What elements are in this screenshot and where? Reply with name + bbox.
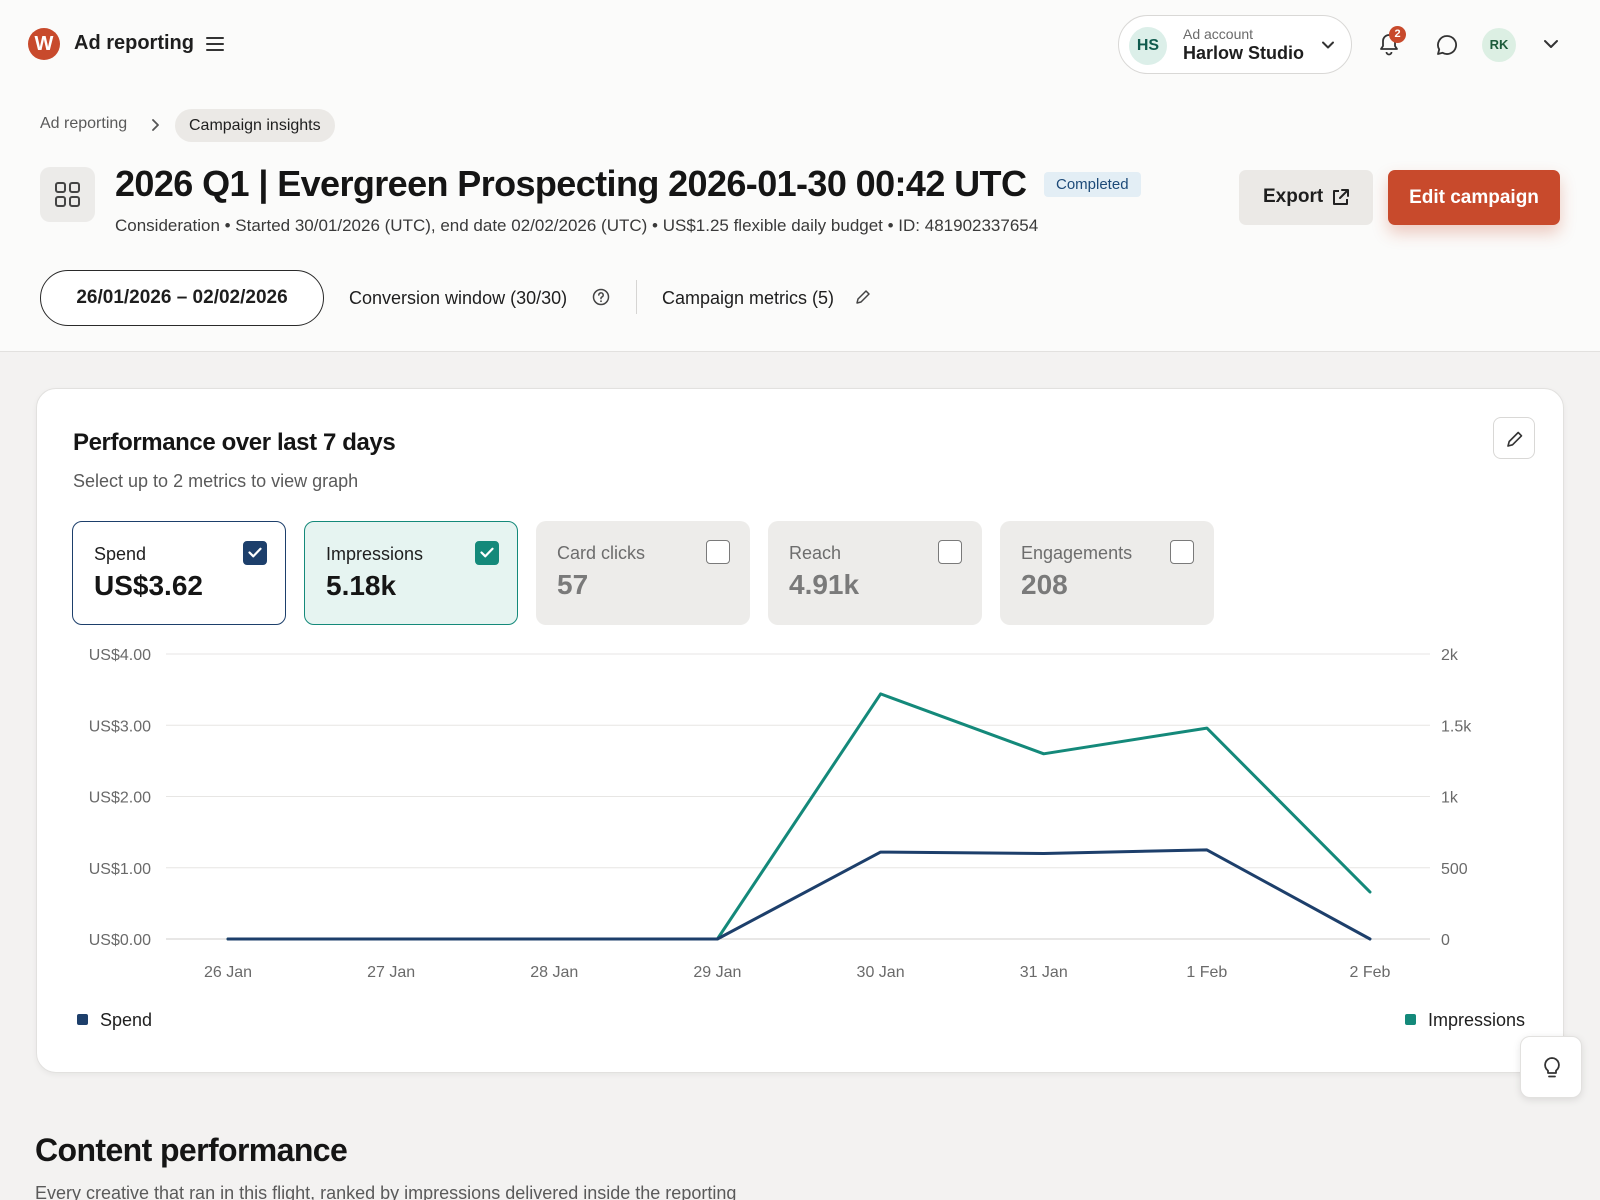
legend-impressions: Impressions <box>1405 1010 1525 1031</box>
y-right-tick-label: 500 <box>1441 861 1468 878</box>
series-line-spend <box>226 848 1372 941</box>
y-right-tick-label: 1k <box>1441 790 1459 807</box>
metric-tile-spend[interactable]: Spend US$3.62 <box>72 521 286 625</box>
campaign-type-tile <box>40 167 95 222</box>
date-range-picker[interactable]: 26/01/2026 – 02/02/2026 <box>40 270 324 326</box>
app-logo[interactable]: W <box>28 28 60 60</box>
legend-swatch-spend <box>77 1014 88 1025</box>
performance-line-chart: US$0.00 0 US$1.00 500 US$2.00 1k US$3.00 1.5k US… <box>89 647 1473 981</box>
metric-checkbox[interactable] <box>706 540 730 564</box>
x-tick-label: 2 Feb <box>1350 964 1391 981</box>
export-button-label: Export <box>1263 186 1324 207</box>
metric-checkbox[interactable] <box>938 540 962 564</box>
pencil-icon[interactable] <box>855 289 871 305</box>
performance-card: Performance over last 7 days Select up t… <box>36 388 1564 1073</box>
y-left-tick-label: US$0.00 <box>89 932 151 949</box>
y-right-tick-label: 2k <box>1441 647 1459 664</box>
app-title: Ad reporting <box>74 32 194 54</box>
y-right-tick-label: 0 <box>1441 932 1450 949</box>
series-line-impressions <box>226 692 1372 941</box>
menu-icon[interactable] <box>206 36 224 52</box>
y-left-tick-label: US$4.00 <box>89 647 151 664</box>
notification-count-badge: 2 <box>1389 26 1406 43</box>
metric-checkbox[interactable] <box>243 541 267 565</box>
edit-campaign-button[interactable]: Edit campaign <box>1388 170 1560 225</box>
metric-label: Spend <box>94 544 147 564</box>
content-performance-subtitle: Every creative that ran in this flight, … <box>35 1183 737 1200</box>
legend-label: Spend <box>100 1010 153 1030</box>
x-tick-label: 30 Jan <box>857 964 905 981</box>
account-label: Ad account <box>1183 26 1254 42</box>
conversion-window-selector[interactable]: Conversion window (30/30) <box>349 288 568 308</box>
chevron-down-icon <box>1322 41 1334 49</box>
breadcrumb-parent[interactable]: Ad reporting <box>40 115 128 132</box>
status-badge: Completed <box>1044 172 1141 197</box>
metric-label: Reach <box>789 543 842 563</box>
legend-spend: Spend <box>77 1010 152 1031</box>
x-tick-label: 26 Jan <box>204 964 252 981</box>
metric-label: Engagements <box>1021 543 1133 563</box>
metric-value: 4.91k <box>789 569 860 600</box>
metric-value: 208 <box>1021 569 1068 600</box>
external-link-icon <box>1333 189 1349 205</box>
account-name: Harlow Studio <box>1183 43 1304 63</box>
legend-label: Impressions <box>1428 1010 1526 1030</box>
metric-tile-impressions[interactable]: Impressions 5.18k <box>304 521 518 625</box>
x-tick-label: 27 Jan <box>367 964 415 981</box>
metric-checkbox[interactable] <box>1170 540 1194 564</box>
chat-icon[interactable] <box>1436 34 1458 56</box>
metric-value: US$3.62 <box>94 570 203 601</box>
metric-value: 57 <box>557 569 589 600</box>
x-tick-label: 28 Jan <box>530 964 578 981</box>
chevron-right-icon <box>152 119 159 131</box>
header-area: W Ad reporting HS Ad account Harlow Stud… <box>0 0 1600 352</box>
y-right-tick-label: 1.5k <box>1441 718 1472 735</box>
user-avatar[interactable]: RK <box>1482 28 1516 62</box>
pencil-icon <box>1507 431 1523 447</box>
export-button[interactable]: Export <box>1239 170 1373 225</box>
chevron-down-icon[interactable] <box>1543 37 1559 51</box>
metric-checkbox[interactable] <box>475 541 499 565</box>
x-tick-label: 29 Jan <box>693 964 741 981</box>
metric-label: Impressions <box>326 544 424 564</box>
breadcrumb-current: Campaign insights <box>175 109 335 142</box>
y-left-tick-label: US$3.00 <box>89 718 151 735</box>
lightbulb-icon <box>1544 1057 1560 1078</box>
ad-account-switcher[interactable]: HS Ad account Harlow Studio <box>1118 15 1352 74</box>
insights-tip-button[interactable] <box>1520 1036 1582 1098</box>
campaign-title: 2026 Q1 | Evergreen Prospecting 2026-01-… <box>115 163 1027 204</box>
performance-title: Performance over last 7 days <box>73 429 396 456</box>
metric-tile-engagements[interactable]: Engagements 208 <box>1000 521 1214 625</box>
metric-tile-reach[interactable]: Reach 4.91k <box>768 521 982 625</box>
y-left-tick-label: US$2.00 <box>89 790 151 807</box>
performance-subtitle: Select up to 2 metrics to view graph <box>73 471 359 491</box>
y-left-tick-label: US$1.00 <box>89 861 151 878</box>
grid-icon <box>55 182 80 207</box>
divider <box>636 280 637 314</box>
check-icon <box>480 547 494 558</box>
metric-label: Card clicks <box>557 543 646 563</box>
x-tick-label: 31 Jan <box>1020 964 1068 981</box>
campaign-meta: Consideration • Started 30/01/2026 (UTC)… <box>115 216 1039 235</box>
edit-chart-button[interactable] <box>1493 417 1535 459</box>
content-performance-title: Content performance <box>35 1132 348 1168</box>
account-avatar: HS <box>1129 27 1167 65</box>
campaign-metrics-selector[interactable]: Campaign metrics (5) <box>662 288 835 308</box>
help-icon[interactable] <box>592 288 610 306</box>
metric-tile-card-clicks[interactable]: Card clicks 57 <box>536 521 750 625</box>
x-tick-label: 1 Feb <box>1186 964 1227 981</box>
check-icon <box>248 547 262 558</box>
metric-value: 5.18k <box>326 570 397 601</box>
legend-swatch-impressions <box>1405 1014 1416 1025</box>
